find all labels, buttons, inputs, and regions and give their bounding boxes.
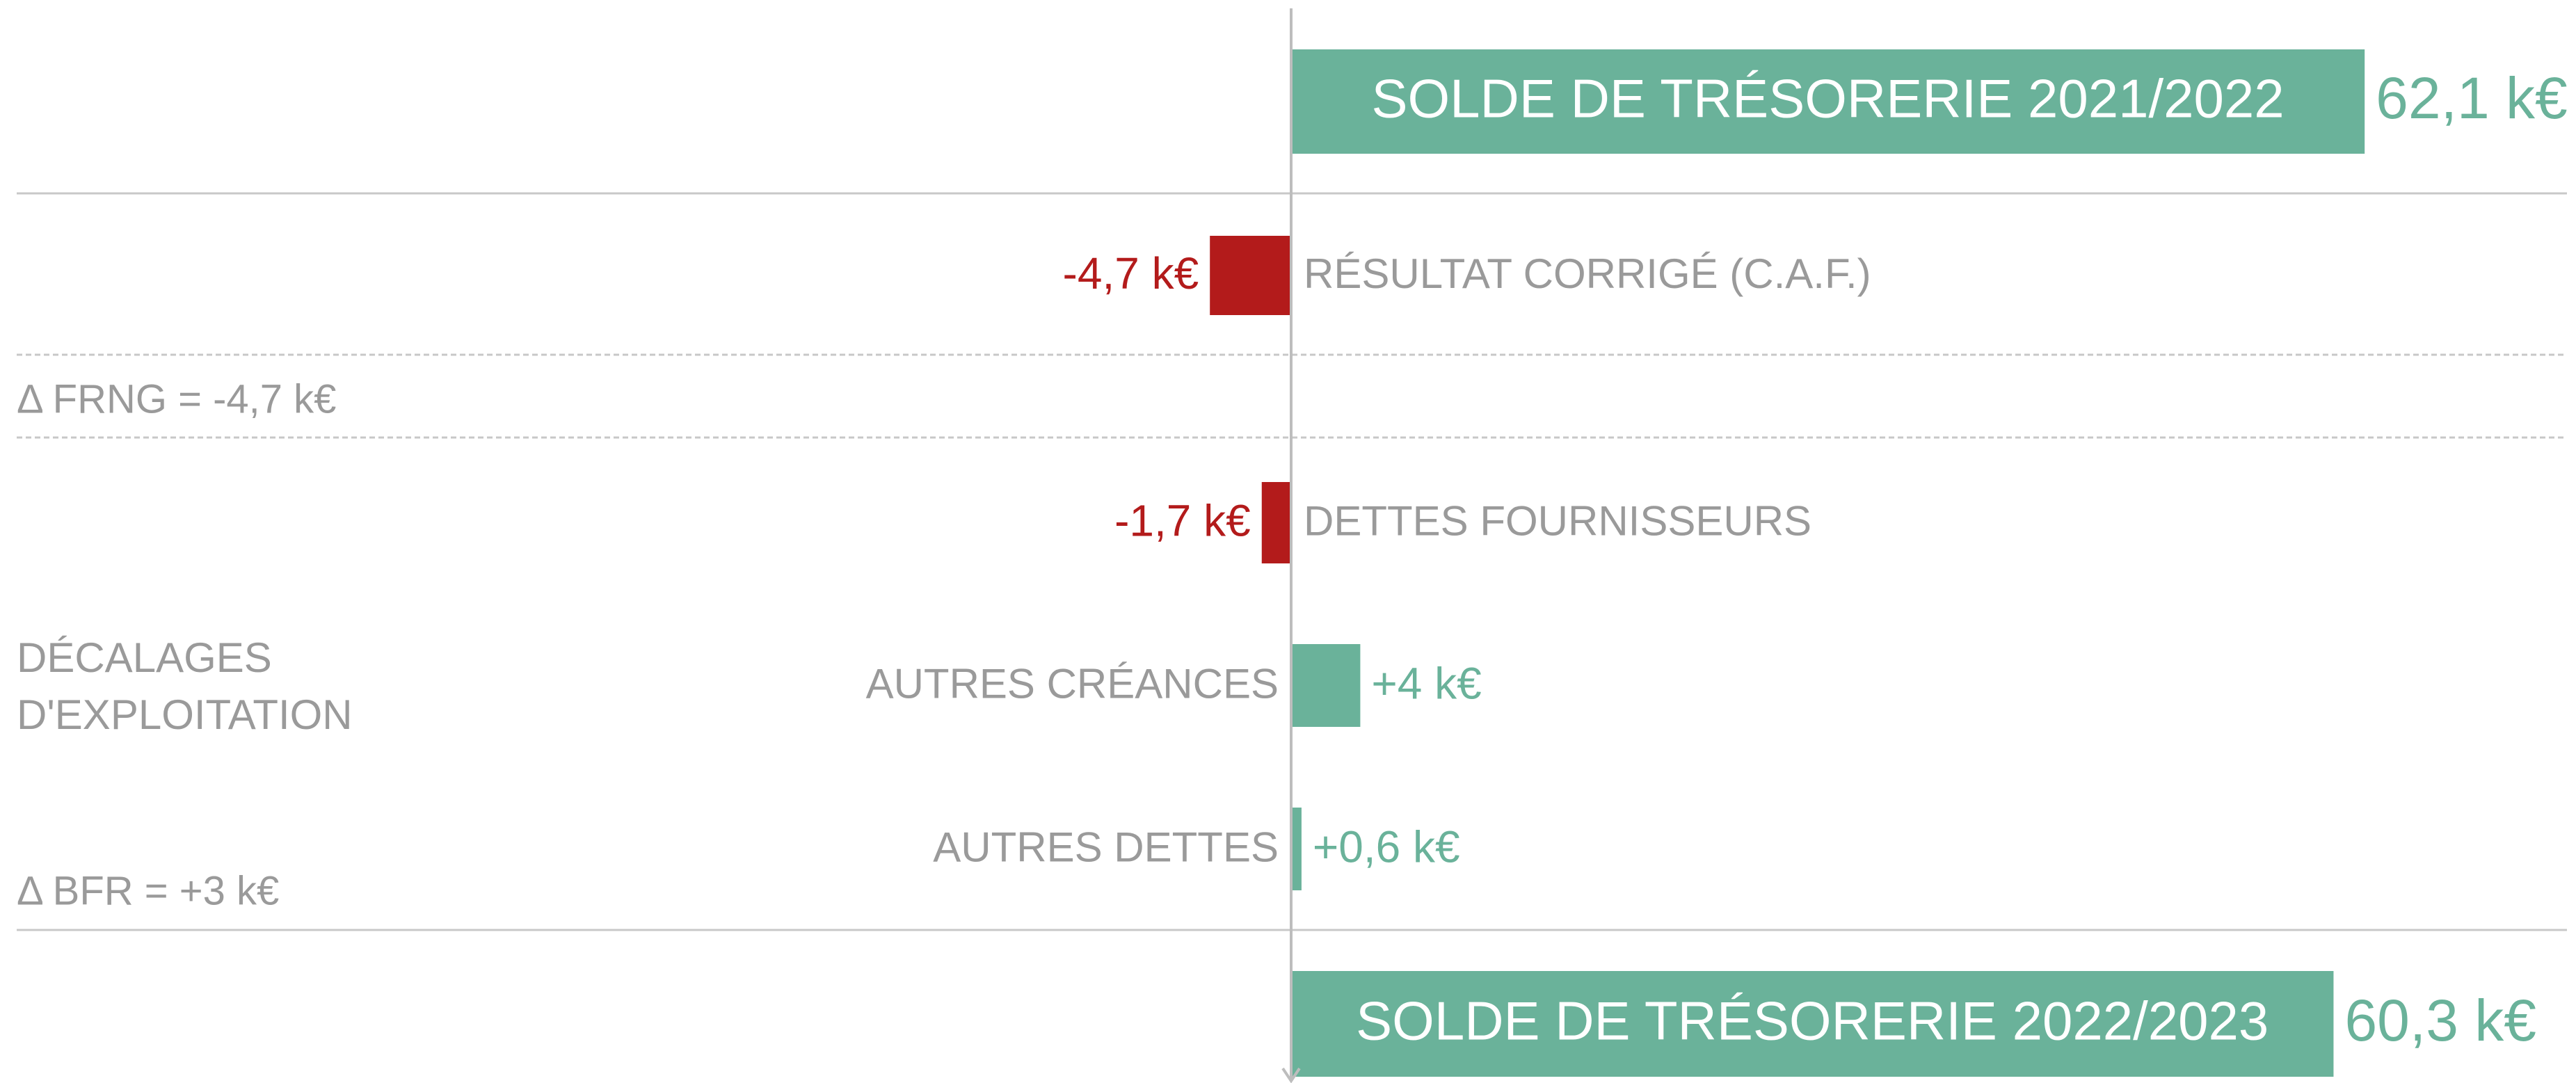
category-label: RÉSULTAT CORRIGÉ (C.A.F.) <box>1304 250 1871 297</box>
axis-arrow <box>1281 1067 1301 1083</box>
category-label: AUTRES DETTES <box>933 824 1279 870</box>
category-label: DETTES FOURNISSEURS <box>1304 497 1811 544</box>
bar <box>1291 644 1361 727</box>
annotation: Δ FRNG = -4,7 k€ <box>17 376 336 422</box>
bar <box>1291 971 2334 1077</box>
annotation: Δ BFR = +3 k€ <box>17 868 279 913</box>
bar <box>1291 49 2365 154</box>
bar <box>1291 808 1302 890</box>
value-label: +4 k€ <box>1371 658 1481 708</box>
bar-label: SOLDE DE TRÉSORERIE 2022/2023 <box>1356 990 2269 1052</box>
bar <box>1261 482 1291 563</box>
value-label: 60,3 k€ <box>2344 988 2536 1053</box>
bar-label: SOLDE DE TRÉSORERIE 2021/2022 <box>1371 68 2284 129</box>
category-label: AUTRES CRÉANCES <box>866 660 1279 707</box>
value-label: +0,6 k€ <box>1313 821 1460 872</box>
value-label: -4,7 k€ <box>1063 248 1199 298</box>
group-label: DÉCALAGES D'EXPLOITATION <box>17 634 353 738</box>
value-label: 62,1 k€ <box>2376 65 2568 131</box>
bar <box>1210 236 1291 315</box>
value-label: -1,7 k€ <box>1114 495 1251 545</box>
